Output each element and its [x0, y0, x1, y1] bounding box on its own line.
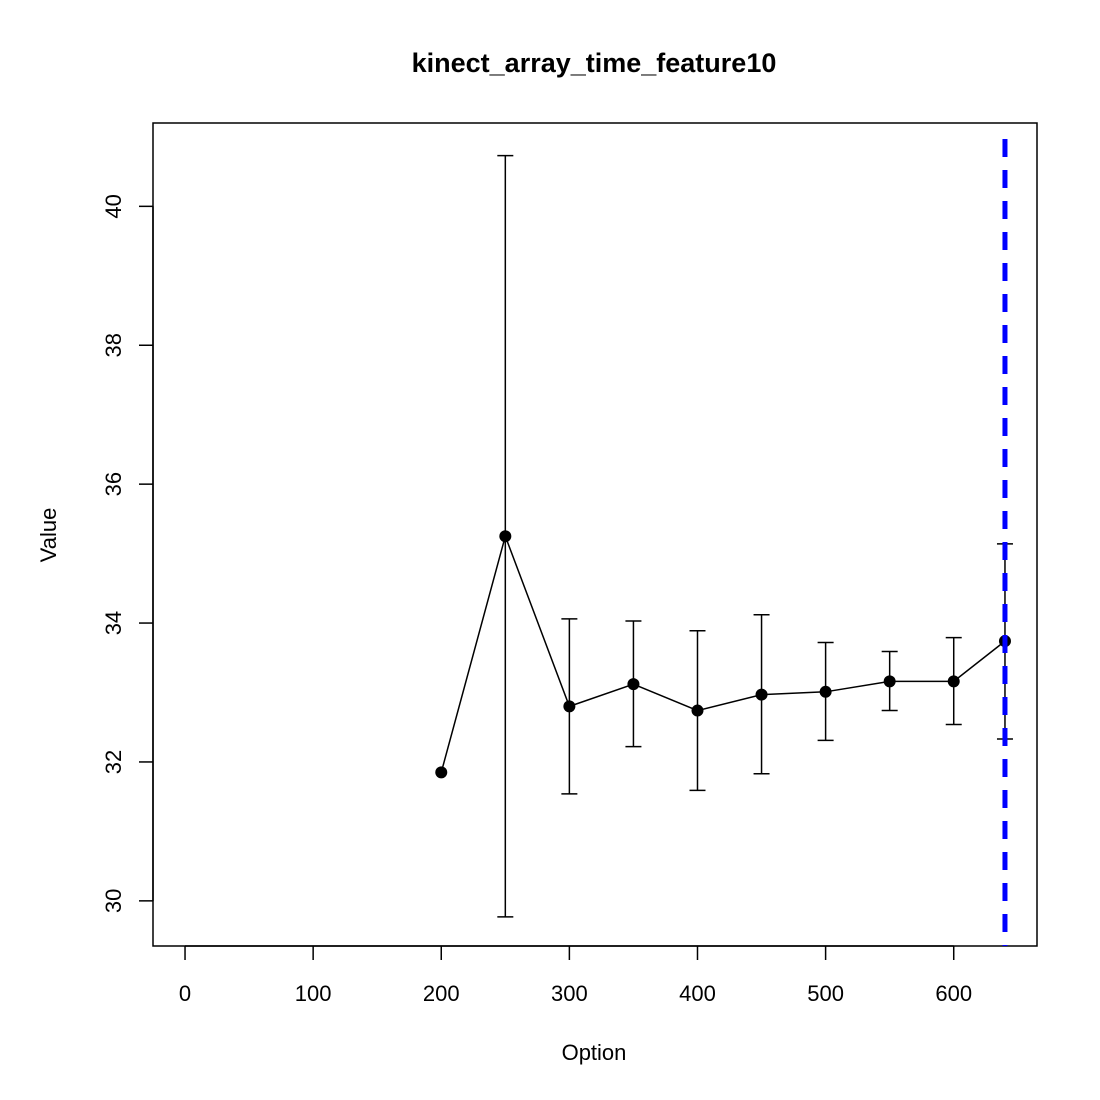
- y-tick-label: 34: [101, 611, 126, 635]
- data-point: [499, 530, 512, 543]
- x-tick-label: 0: [179, 981, 191, 1006]
- x-tick-label: 600: [935, 981, 972, 1006]
- x-axis-label: Option: [562, 1040, 627, 1065]
- data-point: [691, 704, 704, 717]
- y-axis: 30 32 34 36 38 40: [101, 194, 154, 913]
- x-tick-label: 200: [423, 981, 460, 1006]
- x-tick-label: 400: [679, 981, 716, 1006]
- data-point: [627, 678, 640, 691]
- x-tick-label: 300: [551, 981, 588, 1006]
- data-point: [947, 675, 960, 688]
- data-point: [883, 675, 896, 688]
- series-line: [440, 533, 1006, 773]
- chart-title: kinect_array_time_feature10: [412, 48, 777, 78]
- data-point: [563, 700, 576, 713]
- y-tick-label: 40: [101, 194, 126, 218]
- y-tick-label: 30: [101, 889, 126, 913]
- error-bars: [497, 154, 1013, 918]
- y-tick-label: 32: [101, 750, 126, 774]
- data-point: [435, 766, 448, 779]
- x-axis: 0 100 200 300 400 500 600: [179, 945, 972, 1006]
- data-points: [435, 530, 1011, 779]
- x-tick-label: 100: [295, 981, 332, 1006]
- data-point: [819, 685, 832, 698]
- y-tick-label: 36: [101, 472, 126, 496]
- y-tick-label: 38: [101, 333, 126, 357]
- plot-frame: [152, 122, 1038, 947]
- data-point: [755, 688, 768, 701]
- y-axis-label: Value: [36, 508, 61, 563]
- series-line-group: [440, 533, 1006, 773]
- x-tick-label: 500: [807, 981, 844, 1006]
